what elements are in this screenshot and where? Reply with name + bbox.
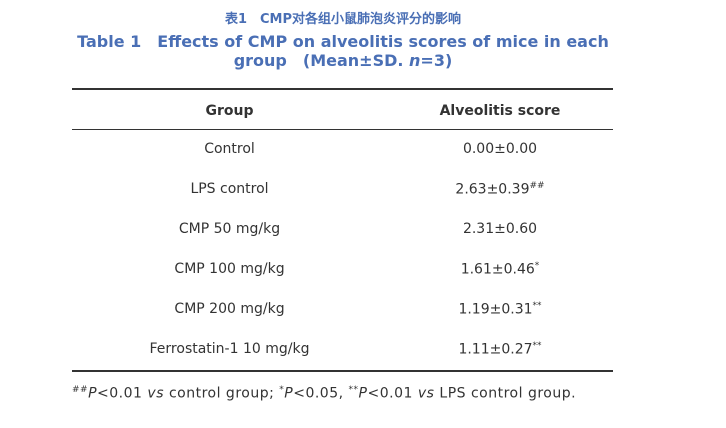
score: 1.19±0.31: [458, 301, 533, 318]
header-row: Group Alveolitis score: [72, 92, 613, 129]
score-cell: 1.61±0.46*: [387, 249, 613, 289]
score-cell: 2.63±0.39##: [387, 169, 613, 209]
top-rule: [72, 88, 613, 90]
text-segment: =3): [420, 51, 453, 70]
score-cell: 1.19±0.31**: [387, 289, 613, 329]
row: Ferrostatin-1 10 mg/kg 1.11±0.27**: [72, 329, 613, 369]
group-cell: LPS control: [190, 181, 269, 197]
title-en: Table 1 Effects of CMP on alveolitis sco…: [60, 32, 626, 70]
header-cell: Alveolitis score: [439, 102, 561, 119]
group-cell: Control: [204, 141, 255, 157]
score: 0.00±0.00: [462, 141, 538, 157]
text-segment: <0.01: [367, 385, 418, 402]
significance: **: [532, 300, 542, 311]
header-cell: Group: [205, 102, 254, 119]
text-segment: <0.05,: [293, 385, 349, 402]
text-segment: control group;: [164, 385, 280, 402]
bottom-rule: [72, 370, 613, 372]
text-segment: P: [284, 385, 294, 402]
row: Control 0.00±0.00: [72, 129, 613, 169]
text-segment: **: [348, 385, 359, 395]
score: 2.63±0.39: [455, 181, 530, 198]
score: 2.31±0.60: [462, 221, 538, 237]
group-cell: Ferrostatin-1 10 mg/kg: [149, 341, 310, 357]
table: Group Alveolitis score Control 0.00±0.00 LP…: [72, 92, 613, 369]
group-cell: CMP 200 mg/kg: [174, 301, 285, 317]
text-segment: LPS control group.: [434, 385, 577, 402]
score: 1.61±0.46: [460, 261, 535, 278]
text-segment: ##: [72, 385, 89, 395]
group-cell: CMP 100 mg/kg: [174, 261, 285, 277]
text-segment: P: [88, 385, 98, 402]
text-segment: <0.01: [97, 385, 148, 402]
significance: ##: [529, 180, 545, 191]
score-cell: 2.31±0.60: [387, 209, 613, 249]
score-cell: 1.11±0.27**: [387, 329, 613, 369]
row: CMP 50 mg/kg 2.31±0.60: [72, 209, 613, 249]
head-rule: [72, 129, 613, 130]
group-cell: CMP 50 mg/kg: [178, 221, 281, 237]
text-segment: *: [279, 385, 285, 395]
significance: *: [534, 260, 540, 271]
row: LPS control 2.63±0.39##: [72, 169, 613, 209]
row: CMP 100 mg/kg 1.61±0.46*: [72, 249, 613, 289]
footnote: ##P<0.01 vs control group; *P<0.05, **P<…: [72, 378, 592, 406]
score-cell: 0.00±0.00: [387, 129, 613, 169]
text-segment: P: [358, 385, 368, 402]
title-cn: 表1 CMP对各组小鼠肺泡炎评分的影响: [224, 12, 462, 27]
text-segment: Table 1 Effects of CMP on alveolitis sco…: [77, 32, 609, 51]
score: 1.11±0.27: [458, 341, 533, 358]
text-segment: vs: [417, 385, 435, 402]
text-segment: group (Mean±SD.: [233, 51, 410, 70]
row: CMP 200 mg/kg 1.19±0.31**: [72, 289, 613, 329]
significance: **: [532, 340, 542, 351]
text-segment: vs: [147, 385, 164, 402]
text-segment: n: [409, 51, 421, 70]
